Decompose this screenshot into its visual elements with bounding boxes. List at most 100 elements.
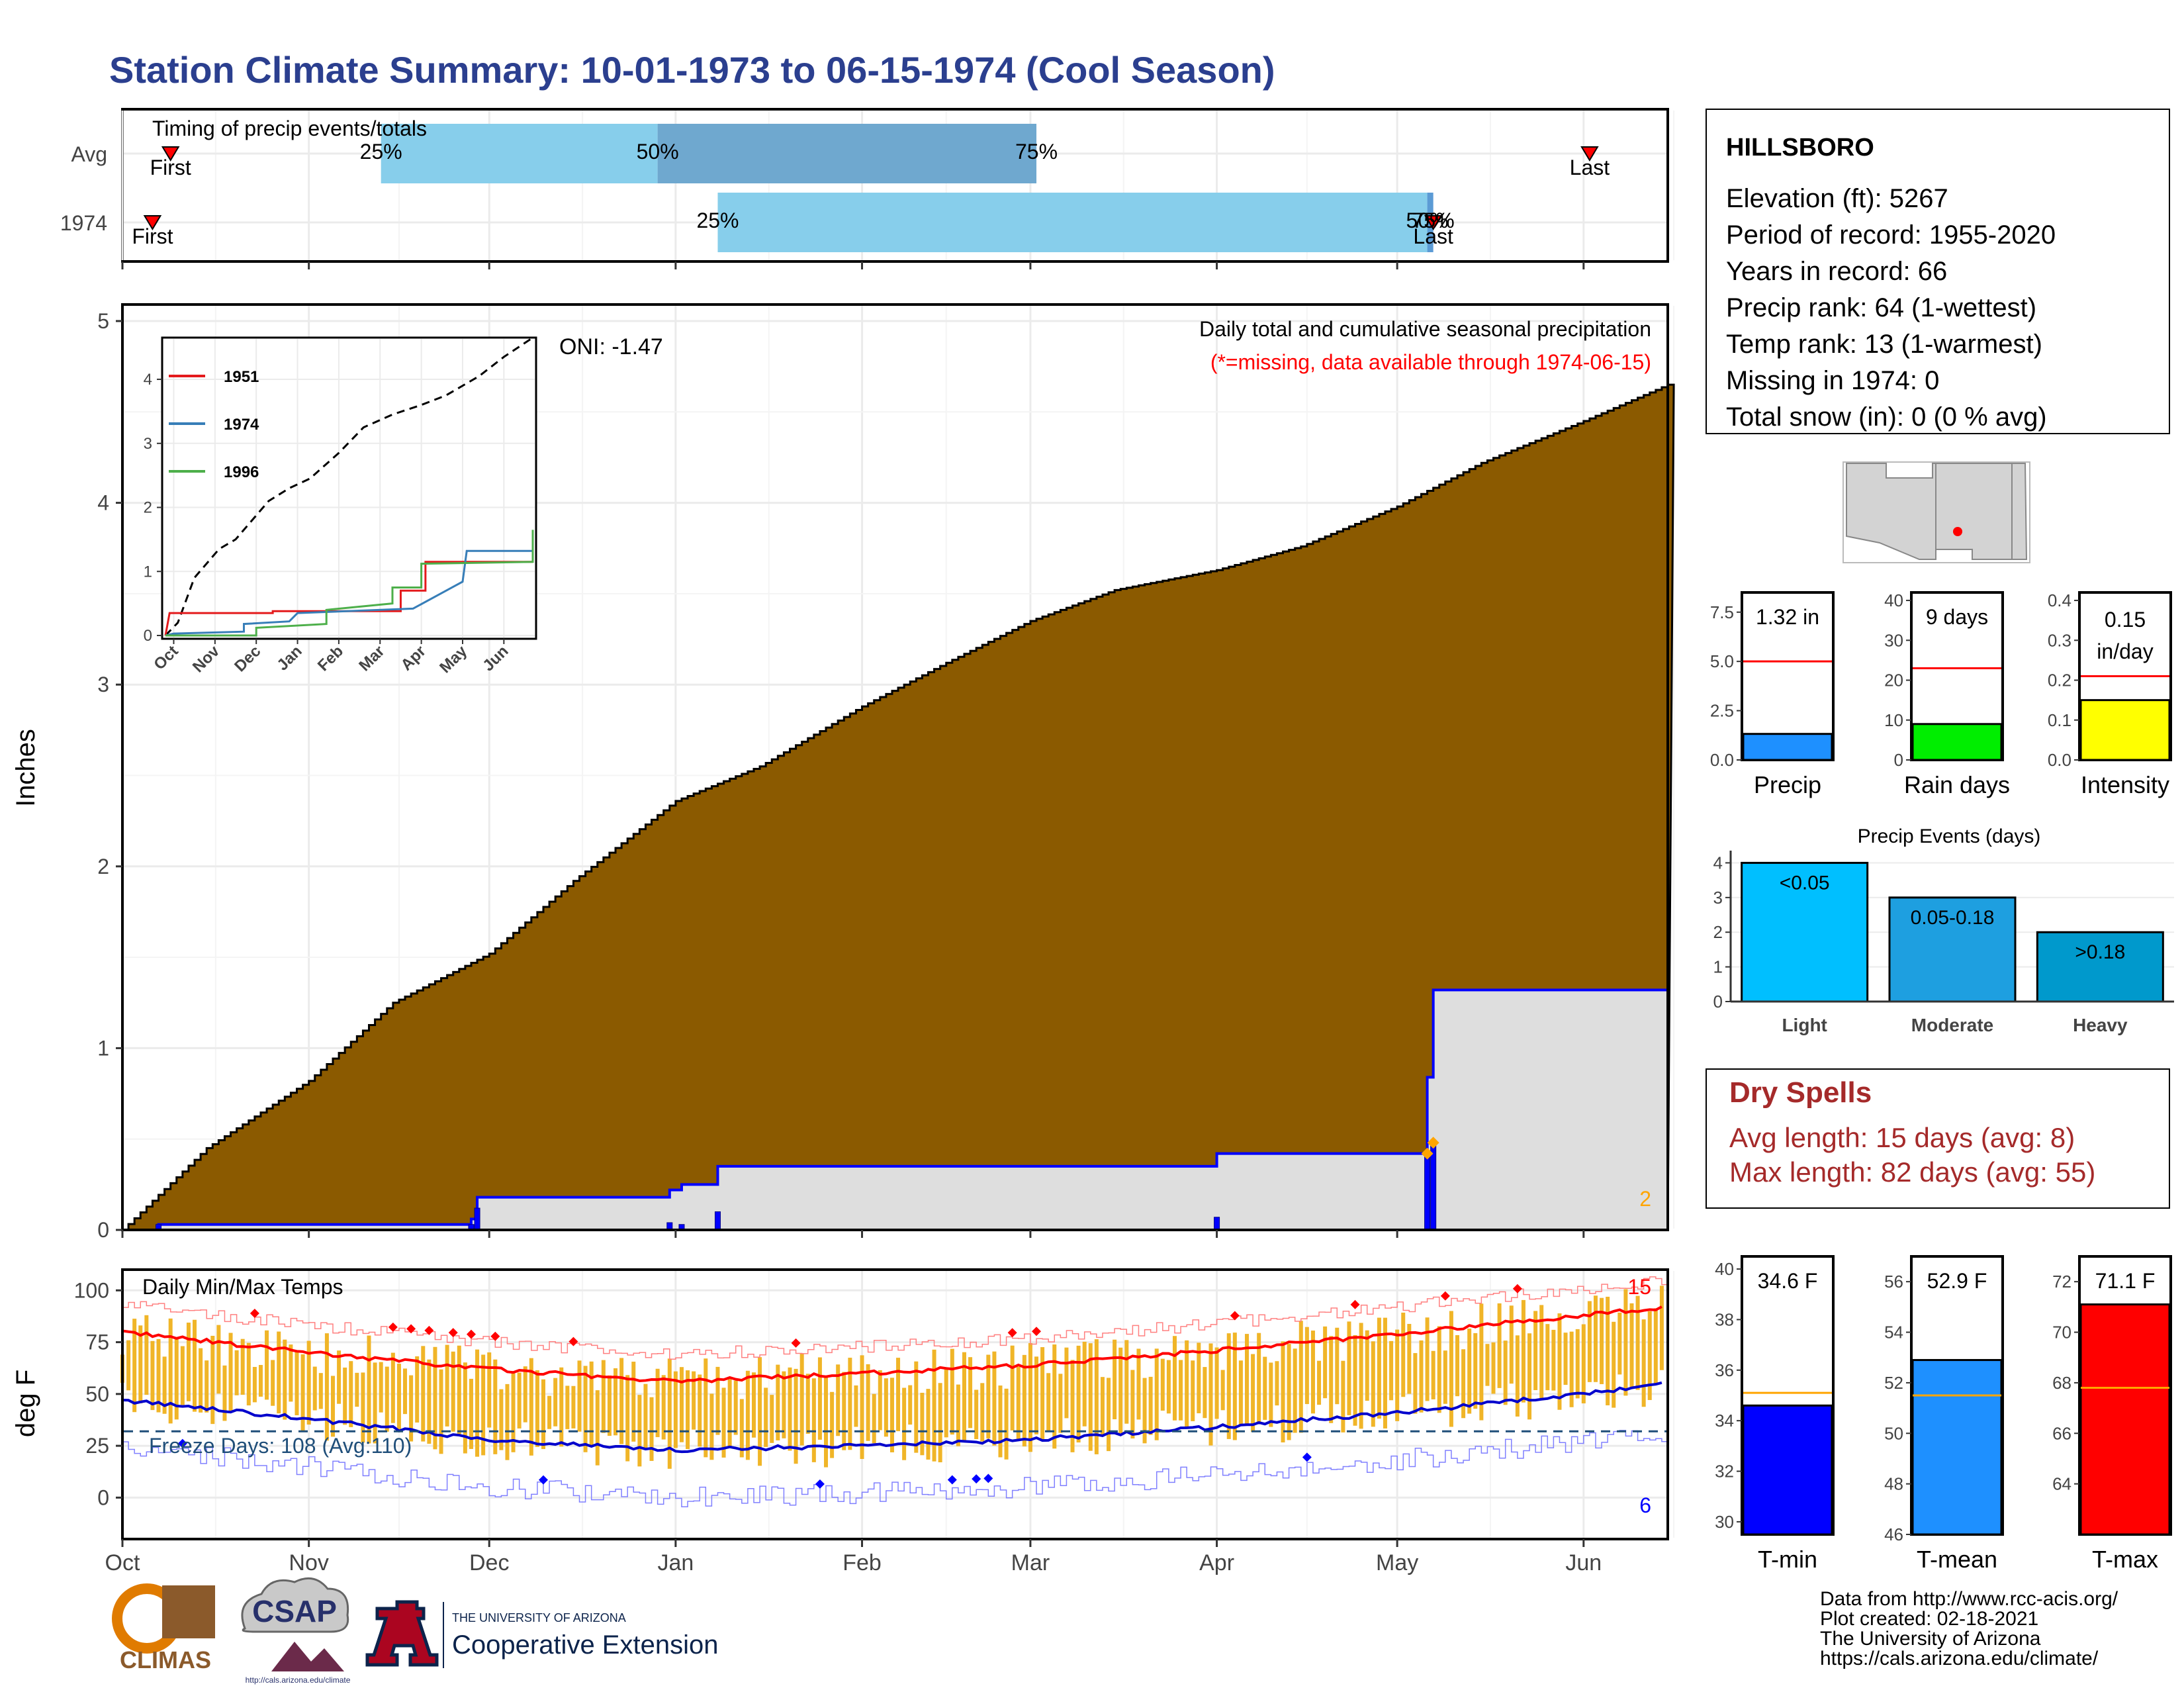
daily-temp-bar [992,1351,997,1446]
record-high-marker [1230,1311,1240,1321]
first-event-marker [161,146,180,162]
daily-temp-bar [733,1380,738,1435]
daily-temp-bar [1232,1333,1237,1440]
daily-temp-bar [150,1340,155,1411]
daily-temp-bar [511,1372,516,1452]
daily-temp-bar [385,1366,389,1432]
timing-row-label-avg: Avg [71,142,107,166]
daily-temp-bar [1172,1336,1177,1421]
daily-temp-bar [1130,1370,1135,1439]
inset-y-tick-label: 4 [144,371,152,389]
daily-temp-bar [144,1315,149,1395]
temp-lines [122,1276,1668,1508]
daily-temp-bar [889,1378,894,1453]
record-high-marker [1350,1299,1360,1309]
daily-temp-bar [553,1378,558,1427]
daily-temp-bar [1082,1341,1087,1427]
daily-temp-bar [481,1354,486,1456]
record-low-marker [177,1438,187,1448]
daily-temp-bar [1220,1370,1225,1411]
daily-temp-bar [1317,1360,1322,1405]
mini-panel-value-label: 0.15 [2105,608,2146,632]
record-high-marker [1007,1328,1017,1338]
inset-legend-label: 1974 [224,416,259,434]
daily-temp-bar [776,1364,780,1440]
daily-temp-bar [770,1395,774,1443]
avg-max-line [122,1305,1662,1383]
daily-temp-bar [811,1378,816,1462]
month-axis: Oct Nov Dec Jan Feb Mar Apr May Jun [105,261,1602,1575]
daily-temp-bar [950,1348,954,1435]
daily-temp-bar [1214,1347,1219,1419]
daily-temp-bar [1185,1340,1189,1429]
station-line: Period of record: 1955-2020 [1726,220,2056,250]
events-category-label: Moderate [1911,1015,1993,1035]
month-tick-label: Jan [657,1550,694,1575]
temp-ylabel: deg F [11,1370,40,1437]
missing-markers [1421,1137,1439,1160]
daily-temp-bar [1455,1335,1460,1397]
daily-temp-bar [475,1349,480,1457]
daily-temp-bar [487,1352,492,1428]
daily-temp-bar [271,1360,275,1406]
month-tick-label: Oct [105,1550,140,1575]
daily-temp-bar [1034,1356,1039,1434]
ua-logo: THE UNIVERSITY OF ARIZONA Cooperative Ex… [365,1600,718,1668]
quartile-25-label: 25% [360,140,402,164]
record-low-marker [947,1475,957,1485]
daily-temp-bar [1503,1340,1508,1405]
month-tick-label: Apr [1199,1550,1234,1575]
last-event-marker [1580,146,1599,162]
daily-temp-bar [240,1338,245,1395]
daily-temp-bar [661,1375,666,1440]
precip-y-tick-label: 5 [97,309,109,333]
mini-panel-y-tick-label: 0.3 [2048,630,2071,650]
events-y-tick-label: 0 [1713,992,1723,1011]
daily-temp-bar [559,1367,564,1447]
missing-marker [1421,1147,1433,1160]
daily-temp-bar [631,1362,636,1442]
daily-temp-bar [956,1384,960,1446]
daily-temp-bar [896,1358,901,1432]
mini-panel-frame [1741,591,1835,761]
mini-panel-y-tick-label: 52 [1884,1373,1903,1393]
mini-panel-y-tick-label: 10 [1884,710,1903,730]
climas-logo: CLIMAS [112,1583,215,1673]
station-line: Elevation (ft): 5267 [1726,184,1948,213]
daily-temp-bar [1263,1356,1267,1420]
daily-temp-bar [1197,1342,1201,1413]
record-high-count: 15 [1627,1275,1651,1299]
daily-temp-bar [1497,1303,1502,1388]
ua-small-text: THE UNIVERSITY OF ARIZONA [452,1611,626,1624]
daily-temp-bar [860,1355,864,1460]
daily-temp-bar [1641,1319,1646,1407]
daily-temp-bar [421,1346,426,1442]
footer-credits: Data from http://www.rcc-acis.org/ Plot … [1820,1588,2118,1669]
daily-temp-bar [265,1330,269,1400]
record-low-marker [1302,1452,1312,1462]
daily-temp-bar [1653,1308,1658,1383]
daily-temp-bar [878,1370,882,1430]
daily-temp-bar [866,1364,870,1441]
first-event-label: First [150,156,191,179]
daily-temp-bar [619,1358,624,1444]
daily-temp-bar [1154,1348,1159,1440]
daily-temp-bar [614,1368,618,1436]
mini-panel-category-label: T-min [1758,1546,1817,1573]
daily-precip-bar [714,1211,721,1231]
temp-title: Daily Min/Max Temps [142,1275,343,1299]
daily-temp-bar [469,1378,473,1449]
daily-temp-bar [830,1391,835,1458]
mini-panel-bar [1742,1404,1833,1536]
daily-temp-bar [1107,1378,1111,1452]
daily-temp-bar [180,1346,185,1405]
daily-temp-bar [283,1339,287,1420]
mini-panel-y-tick-label: 0.0 [2048,750,2071,770]
station-name: HILLSBORO [1726,134,1874,162]
timing-bars [143,124,1599,252]
daily-temp-bar [132,1319,137,1413]
daily-temp-bar [1088,1343,1093,1451]
daily-temp-bar [535,1370,539,1447]
summary-precip-panels: 0.0 2.5 5.0 7.5 1.32 in Precip 0 10 20 30 40 9 days… [1710,590,2172,798]
daily-temp-bar [1347,1321,1351,1415]
